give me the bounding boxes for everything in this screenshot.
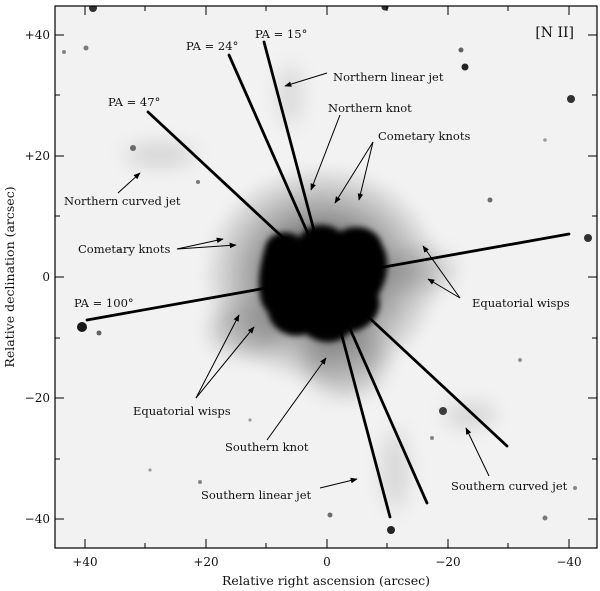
- cometary-knots-east-label: Cometary knots: [78, 242, 170, 256]
- y-tick-label: 0: [42, 270, 50, 284]
- pa-47-line: [146, 110, 509, 448]
- y-axis-title: Relative declination (arcsec): [2, 186, 17, 367]
- southern-linear-jet-label: Southern linear jet: [201, 488, 312, 502]
- x-axis-title: Relative right ascension (arcsec): [222, 573, 430, 588]
- x-tick-label: 0: [323, 555, 331, 569]
- y-tick-labels: +40 +20 0 −20 −40: [25, 28, 50, 526]
- x-tick-label: −40: [556, 555, 581, 569]
- pa-100-label: PA = 100°: [74, 296, 134, 310]
- equatorial-wisps-west-label: Equatorial wisps: [472, 296, 570, 310]
- pa-labels: PA = 15° PA = 24° PA = 47° PA = 100°: [74, 27, 307, 310]
- axis-ticks: [55, 6, 597, 548]
- nebula-image: [55, 6, 597, 548]
- pa-15-label: PA = 15°: [255, 27, 307, 41]
- y-tick-label: +20: [25, 149, 50, 163]
- annotation-arrows: [117, 72, 490, 489]
- filter-label: [N II]: [535, 25, 574, 41]
- northern-knot-label: Northern knot: [328, 101, 412, 115]
- position-angle-lines: [85, 40, 571, 519]
- pa-24-label: PA = 24°: [186, 39, 238, 53]
- southern-curved-jet-label: Southern curved jet: [451, 479, 568, 493]
- pa-100-line: [85, 232, 571, 322]
- nebula-core: [259, 225, 388, 342]
- x-tick-label: −20: [435, 555, 460, 569]
- y-tick-label: +40: [25, 28, 50, 42]
- cometary-knots-north-label: Cometary knots: [378, 129, 470, 143]
- y-tick-label: −20: [25, 391, 50, 405]
- equatorial-wisps-south-label: Equatorial wisps: [133, 404, 231, 418]
- x-tick-labels: +40 +20 0 −20 −40: [72, 555, 581, 569]
- y-tick-label: −40: [25, 512, 50, 526]
- feature-annotations: Northern linear jet Northern knot Cometa…: [64, 70, 570, 502]
- southern-knot-label: Southern knot: [225, 440, 309, 454]
- northern-linear-jet-label: Northern linear jet: [333, 70, 444, 84]
- pa-47-label: PA = 47°: [108, 95, 160, 109]
- x-tick-label: +40: [72, 555, 97, 569]
- northern-curved-jet-label: Northern curved jet: [64, 194, 181, 208]
- x-tick-label: +20: [193, 555, 218, 569]
- background-stars: [62, 6, 592, 534]
